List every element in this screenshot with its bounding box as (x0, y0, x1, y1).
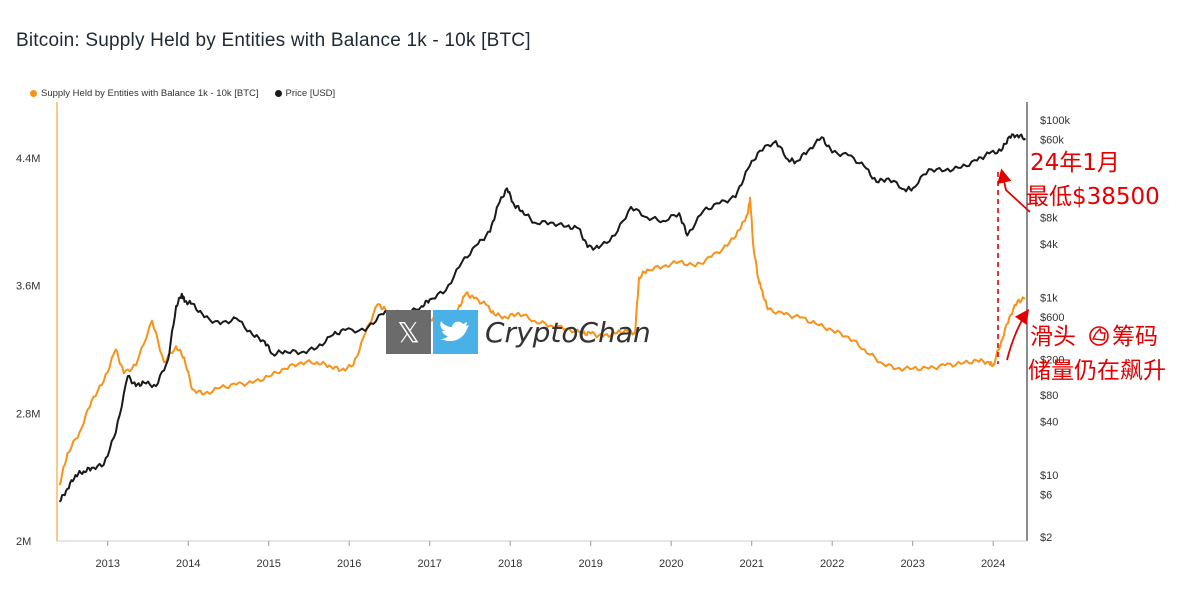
y-right-tick-label: $200 (1040, 355, 1064, 367)
x-logo-box (386, 310, 431, 354)
x-tick-label: 2018 (498, 558, 522, 570)
legend-label-supply: Supply Held by Entities with Balance 1k … (41, 88, 259, 99)
y-left-tick-label: 3.6M (16, 281, 40, 293)
y-right-tick-label: $80 (1040, 390, 1058, 402)
legend-dot-supply (30, 90, 37, 97)
watermark: 𝕏 CryptoChan (386, 310, 651, 354)
rise-arrow (1006, 309, 1030, 361)
y-right-tick-label: $40 (1040, 417, 1058, 429)
y-right-tick-label: $8k (1040, 212, 1058, 224)
legend-item-price[interactable]: Price [USD] (274, 88, 336, 99)
annotation-whale: 滑头 (1030, 324, 1076, 350)
price-series-line (58, 133, 1027, 503)
legend-dot-price (274, 90, 282, 97)
x-tick-label: 2014 (176, 558, 200, 570)
watermark-text: CryptoChan (485, 316, 651, 349)
y-right-tick-label: $600 (1040, 312, 1064, 324)
x-tick-label: 2013 (95, 558, 119, 570)
x-tick-label: 2022 (820, 558, 844, 570)
x-tick-label: 2017 (417, 558, 441, 570)
bird-icon (440, 321, 469, 342)
legend-item-supply[interactable]: Supply Held by Entities with Balance 1k … (30, 88, 259, 99)
low-arrow (997, 168, 1031, 213)
chart-legend: Supply Held by Entities with Balance 1k … (30, 88, 335, 99)
y-left-tick-label: 4.4M (16, 153, 40, 165)
annotation-chips: 筹码 (1112, 324, 1158, 350)
x-logo-icon: 𝕏 (397, 316, 420, 349)
y-left-tick-label: 2M (16, 536, 31, 548)
thumbs-up-icon (1089, 326, 1109, 346)
y-right-tick-label: $1k (1040, 292, 1058, 304)
x-tick-label: 2021 (739, 558, 763, 570)
annotation-low-price: 最低$38500 (1026, 184, 1160, 210)
y-right-tick-label: $10 (1040, 470, 1058, 482)
y-right-tick-label: $6 (1040, 490, 1052, 502)
x-tick-label: 2016 (337, 558, 361, 570)
annotation-rising: 储量仍在飙升 (1028, 358, 1166, 384)
y-left-tick-label: 2.8M (16, 408, 40, 420)
chart-title: Bitcoin: Supply Held by Entities with Ba… (16, 30, 531, 51)
annotations: 24年1月 最低$38500 滑头 筹码 储量仍在飙升 (997, 150, 1166, 384)
annotation-date: 24年1月 (1030, 150, 1120, 176)
y-right-tick-label: $60k (1040, 135, 1064, 147)
x-tick-label: 2015 (256, 558, 280, 570)
supply-series-line (58, 196, 1026, 486)
legend-label-price: Price [USD] (285, 88, 336, 99)
y-right-tick-label: $2 (1040, 532, 1052, 544)
y-right-tick-label: $4k (1040, 239, 1058, 251)
x-tick-label: 2024 (981, 558, 1005, 570)
x-tick-label: 2019 (578, 558, 602, 570)
x-tick-label: 2023 (900, 558, 924, 570)
y-right-tick-label: $100k (1040, 115, 1070, 127)
x-tick-label: 2020 (659, 558, 683, 570)
